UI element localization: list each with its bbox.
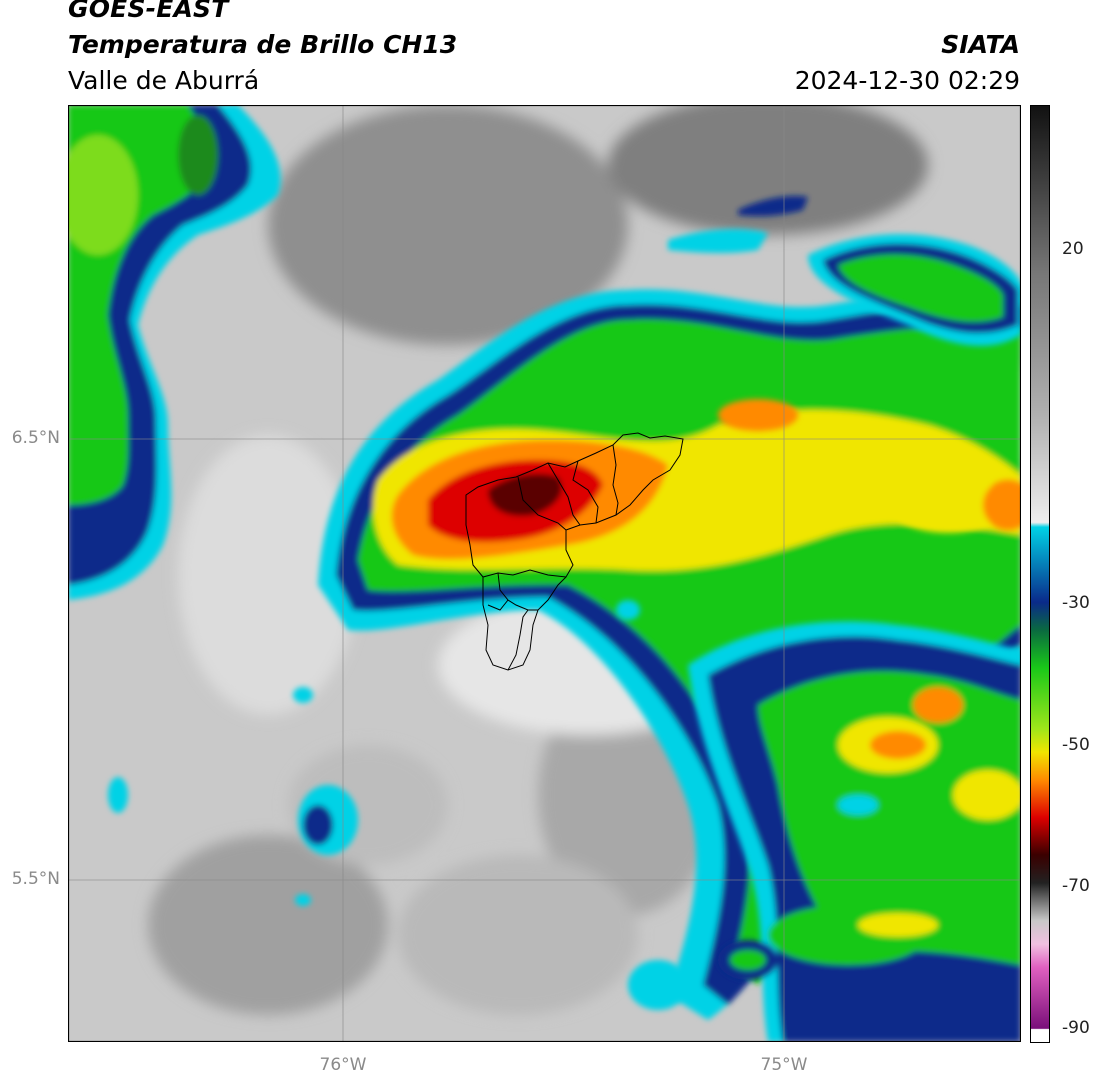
- lon-label-75: 75°W: [760, 1055, 808, 1075]
- region-subtitle: Valle de Aburrá: [68, 66, 260, 95]
- lat-label-6-5: 6.5°N: [11, 428, 60, 448]
- graticule: [68, 105, 1021, 1042]
- temperature-colorbar: [1030, 105, 1050, 1043]
- datetime-label: 2024-12-30 02:29: [794, 66, 1020, 95]
- colorbar-tick-minus-90: -90: [1062, 1018, 1090, 1038]
- colorbar-tick-minus-70: -70: [1062, 876, 1090, 896]
- colorbar-tick-minus-50: -50: [1062, 735, 1090, 755]
- colorbar-tick-20: 20: [1062, 239, 1084, 259]
- municipality-boundaries: [465, 432, 684, 671]
- satellite-title: GOES-EAST: [68, 0, 229, 23]
- product-title: Temperatura de Brillo CH13: [68, 30, 458, 59]
- colorbar-tick-minus-30: -30: [1062, 593, 1090, 613]
- lon-label-76: 76°W: [319, 1055, 367, 1075]
- brightness-temperature-map: [68, 105, 1021, 1042]
- cloud-field: [68, 105, 1021, 1042]
- agency-label: SIATA: [941, 30, 1020, 59]
- lat-label-5-5: 5.5°N: [11, 869, 60, 889]
